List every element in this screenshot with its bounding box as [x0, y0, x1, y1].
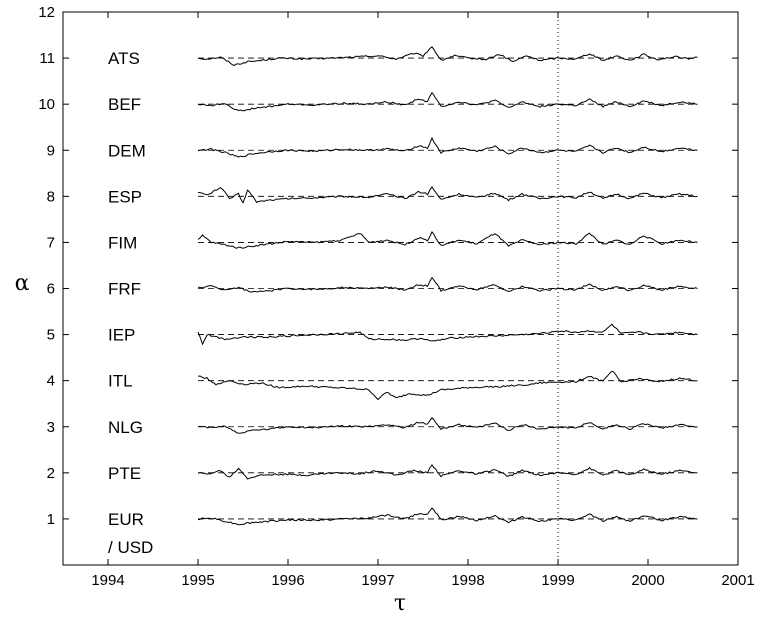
- y-axis-title: α: [15, 271, 30, 296]
- series-label-bef: BEF: [108, 95, 141, 114]
- series-label-eur-usd: / USD: [108, 538, 153, 557]
- y-tick-label: 11: [39, 50, 55, 67]
- y-tick-label: 2: [47, 465, 55, 482]
- y-tick-label: 3: [47, 419, 55, 436]
- y-tick-label: 6: [47, 281, 55, 298]
- y-tick-label: 8: [47, 188, 55, 205]
- series-line-dem: [197, 136, 698, 158]
- series-label-dem: DEM: [108, 141, 146, 160]
- x-tick-label: 1995: [181, 572, 214, 589]
- y-tick-label: 4: [47, 373, 55, 390]
- series-line-ats: [197, 46, 698, 67]
- series-line-bef: [197, 91, 698, 112]
- series-label-pte: PTE: [108, 464, 141, 483]
- series-layer: [197, 46, 698, 526]
- series-line-nlg: [197, 417, 698, 434]
- series-labels: ATS BEF DEM ESP FIM FRF IEP ITL NLG PTE EUR / USD: [108, 49, 153, 557]
- y-tick-label: 7: [47, 234, 55, 251]
- y-tick-label: 10: [38, 96, 55, 113]
- x-axis-title: τ: [394, 591, 406, 616]
- series-label-eur-usd: EUR: [108, 510, 144, 529]
- series-line-esp: [197, 185, 698, 204]
- series-label-frf: FRF: [108, 280, 141, 299]
- y-tick-label: 1: [47, 511, 55, 528]
- series-line-iep: [197, 323, 698, 346]
- series-label-esp: ESP: [108, 187, 142, 206]
- y-tick-label: 12: [38, 4, 55, 21]
- series-line-itl: [198, 370, 698, 401]
- series-label-ats: ATS: [108, 49, 140, 68]
- series-line-fim: [197, 230, 698, 249]
- x-tick-label: 1997: [361, 572, 394, 589]
- x-tick-label: 1994: [91, 572, 124, 589]
- series-label-nlg: NLG: [108, 418, 143, 437]
- series-label-iep: IEP: [108, 326, 135, 345]
- series-line-eur-usd: [197, 507, 698, 526]
- x-axis-ticks: 1994 1995 1996 1997 1998 1999 2000 2001: [91, 12, 755, 589]
- x-tick-label: 2000: [631, 572, 664, 589]
- series-label-itl: ITL: [108, 372, 133, 391]
- y-tick-label: 5: [47, 327, 55, 344]
- x-tick-label: 1998: [451, 572, 484, 589]
- x-tick-label: 2001: [721, 572, 754, 589]
- series-line-pte: [197, 464, 698, 480]
- x-tick-label: 1996: [271, 572, 304, 589]
- series-line-frf: [198, 276, 698, 293]
- x-tick-label: 1999: [541, 572, 574, 589]
- y-tick-label: 9: [47, 142, 55, 159]
- series-label-fim: FIM: [108, 233, 137, 252]
